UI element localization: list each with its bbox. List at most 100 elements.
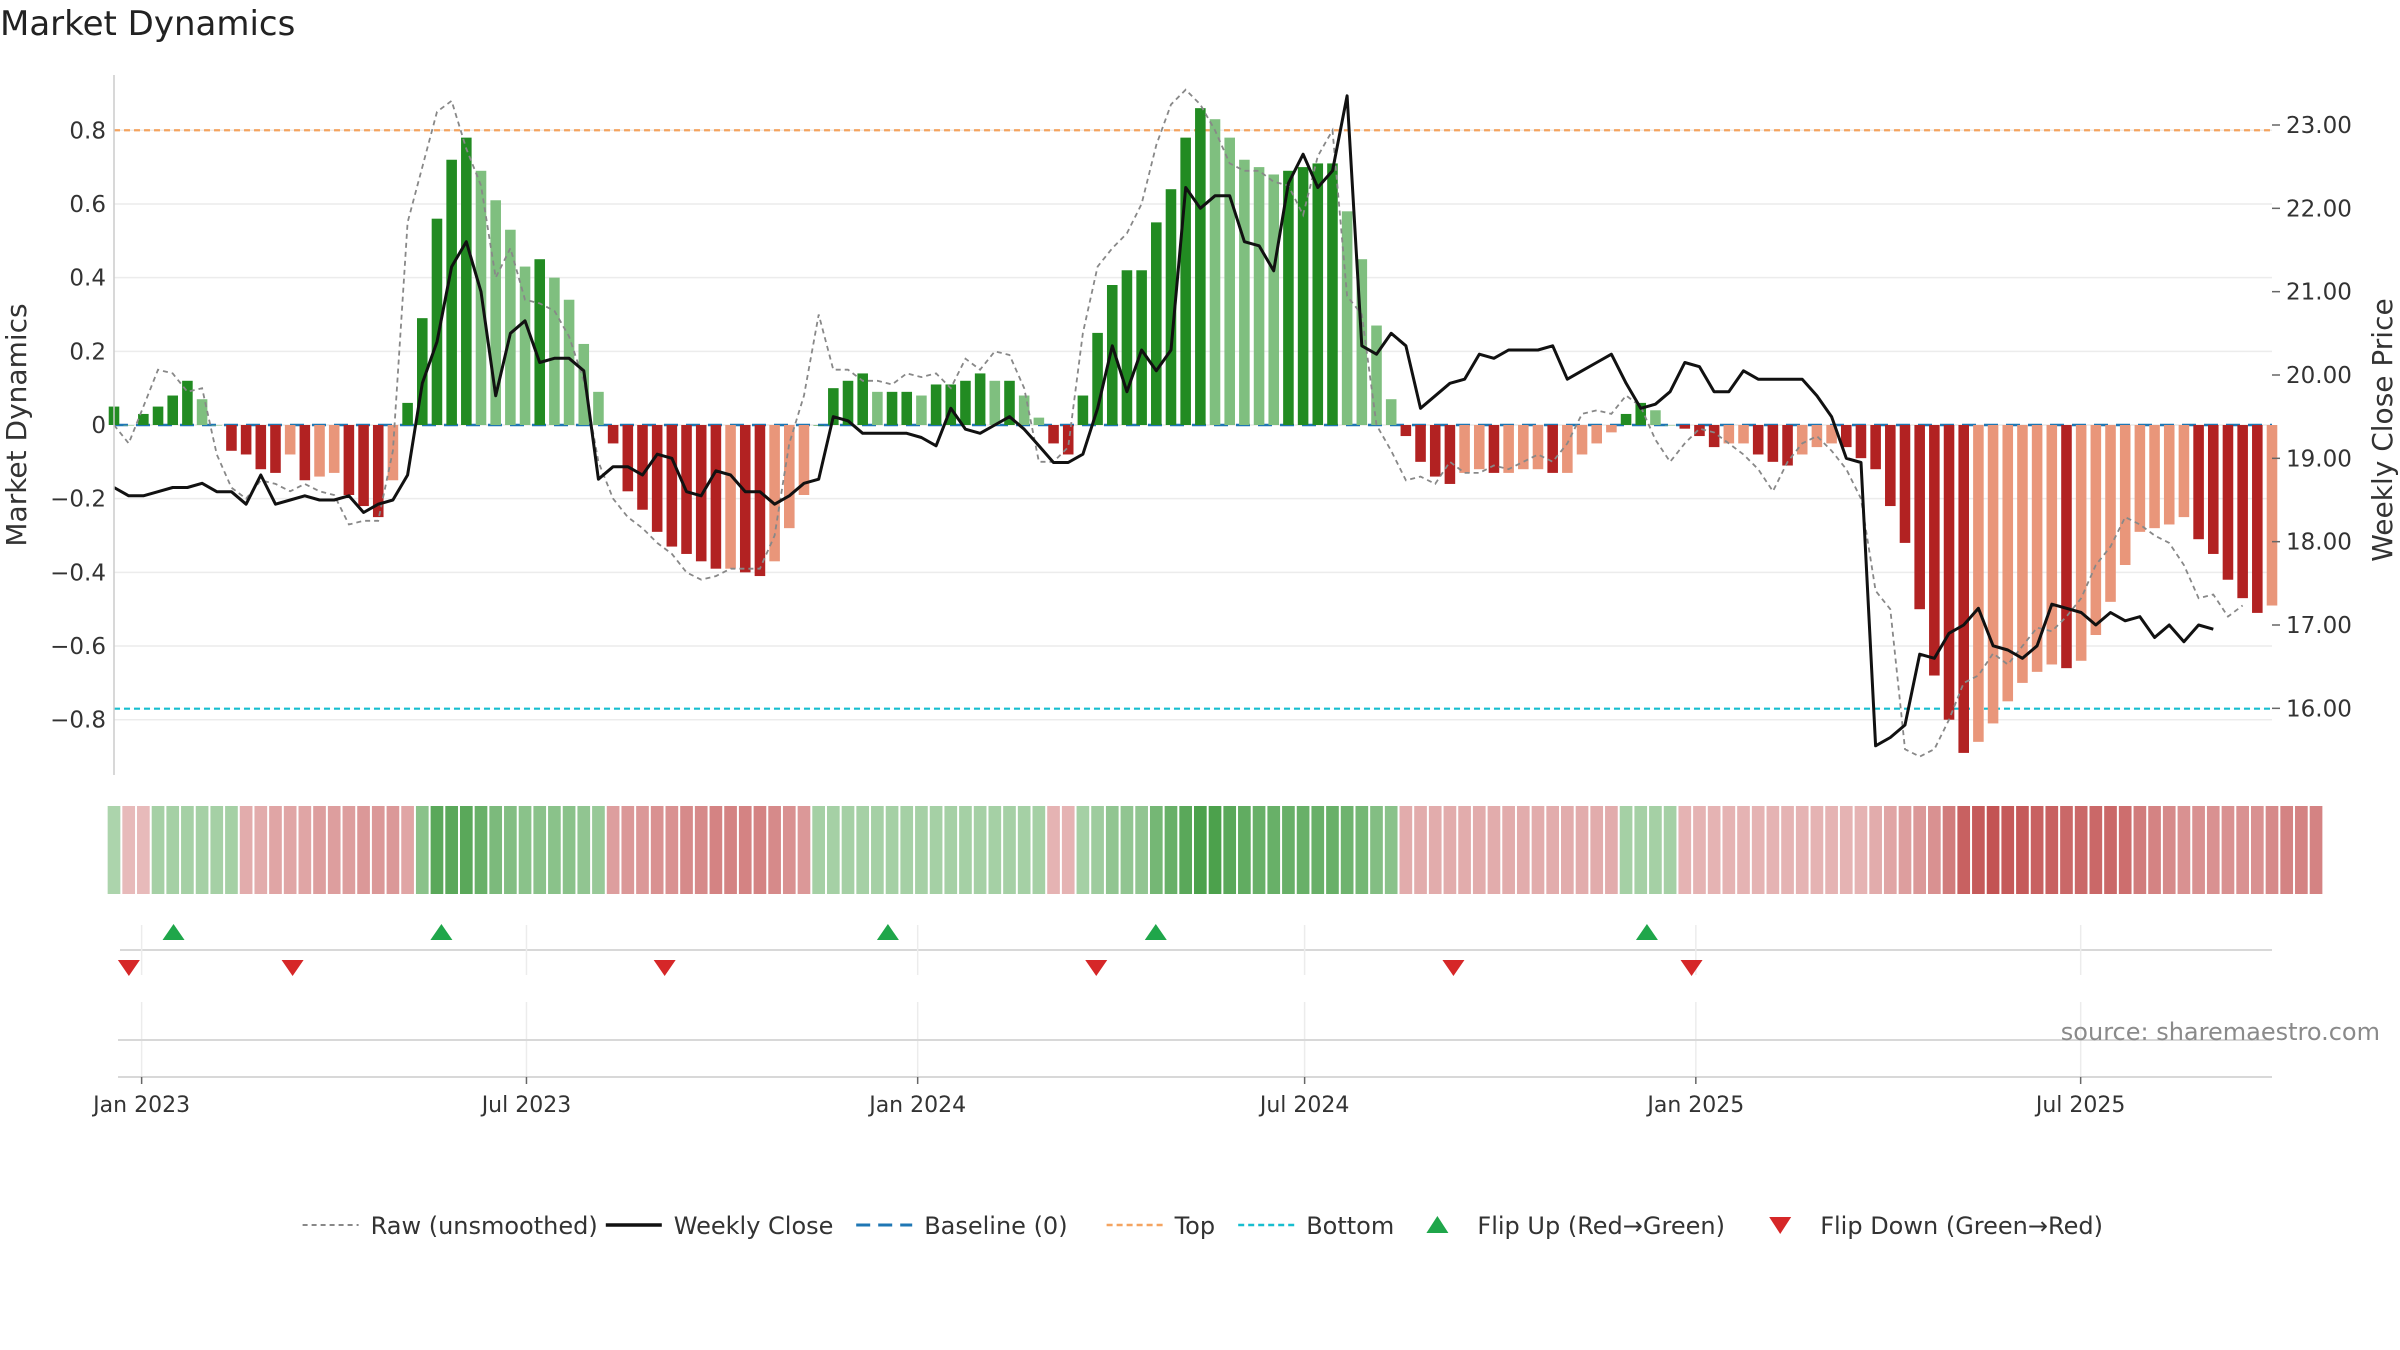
legend-label: Top bbox=[1174, 1212, 1216, 1240]
strip-cell bbox=[1326, 806, 1339, 894]
strip-cell bbox=[137, 806, 150, 894]
dynamics-bar bbox=[1209, 119, 1221, 426]
dynamics-bar bbox=[1562, 425, 1573, 473]
left-axis-label: Market Dynamics bbox=[0, 303, 33, 546]
strip-cell bbox=[1707, 806, 1721, 894]
x-tick-label: Jan 2025 bbox=[1645, 1093, 1744, 1118]
dynamics-bar bbox=[314, 425, 325, 477]
dynamics-bar bbox=[578, 343, 590, 425]
strip-cell bbox=[1076, 806, 1090, 894]
strip-cell bbox=[1003, 806, 1016, 894]
flip-down-marker bbox=[653, 960, 676, 976]
dynamics-bar bbox=[2178, 425, 2190, 518]
dynamics-bar bbox=[182, 380, 193, 425]
strip-cell bbox=[1105, 806, 1119, 894]
legend-label: Bottom bbox=[1306, 1212, 1394, 1240]
chart-title: Market Dynamics bbox=[0, 4, 296, 44]
strip-cell bbox=[459, 806, 473, 894]
dynamics-bar bbox=[1708, 425, 1720, 448]
strip-cell bbox=[415, 806, 429, 894]
flip-down-marker bbox=[117, 960, 140, 976]
strip-cell bbox=[929, 806, 943, 894]
axes: 0.8 0.6 0.4 0.2 0 −0.2 −0.4 −0.6 −0.8 Market Dyna… bbox=[0, 75, 2399, 775]
right-tick-label: 19.00 bbox=[2286, 446, 2352, 472]
strip-cell bbox=[562, 806, 576, 894]
right-tick-label: 17.00 bbox=[2286, 613, 2352, 639]
dynamics-bar bbox=[1327, 163, 1338, 425]
flip-up-marker bbox=[876, 924, 899, 940]
strip-cell bbox=[1634, 806, 1648, 894]
raw-series-line bbox=[113, 88, 2244, 758]
strip-cell bbox=[313, 806, 326, 894]
strip-cell bbox=[1722, 806, 1736, 894]
dynamics-bar bbox=[1811, 425, 1823, 448]
dynamics-bar bbox=[123, 425, 134, 426]
strip-cell bbox=[1179, 806, 1192, 894]
strip-cell bbox=[548, 806, 561, 894]
strip-cell bbox=[342, 806, 356, 894]
dynamics-bar bbox=[1929, 425, 1940, 676]
strip-cell bbox=[724, 806, 737, 894]
strip-cell bbox=[1854, 806, 1868, 894]
strip-cell bbox=[239, 806, 253, 894]
flip-down-marker bbox=[1085, 960, 1108, 976]
strip-cell bbox=[650, 806, 664, 894]
dynamics-bar bbox=[211, 425, 223, 426]
dynamics-bar bbox=[1121, 270, 1133, 425]
source-label: source: sharemaestro.com bbox=[2061, 1018, 2380, 1046]
strip-cell bbox=[1458, 806, 1471, 894]
dynamics-bar bbox=[1723, 425, 1735, 444]
flip-up-marker bbox=[162, 924, 185, 940]
dynamics-bar bbox=[2193, 425, 2204, 540]
legend-label: Baseline (0) bbox=[924, 1212, 1067, 1240]
dynamics-bar bbox=[1752, 425, 1764, 455]
dynamics-bar bbox=[2105, 425, 2116, 602]
right-tick-label: 16.00 bbox=[2286, 696, 2352, 722]
strip-cell bbox=[2280, 806, 2294, 894]
dynamics-bar bbox=[563, 299, 575, 425]
dynamics-bar bbox=[1606, 425, 1617, 433]
strip-cell bbox=[915, 806, 928, 894]
strip-cell bbox=[2309, 806, 2323, 894]
left-tick-label: −0.4 bbox=[50, 560, 106, 586]
dynamics-bar bbox=[1488, 425, 1500, 473]
strip-cell bbox=[1678, 806, 1692, 894]
left-tick-label: −0.8 bbox=[50, 708, 106, 734]
legend-swatch-flip-down bbox=[1769, 1217, 1792, 1234]
strip-cell bbox=[1825, 806, 1838, 894]
dynamics-bar bbox=[328, 425, 340, 473]
dynamics-bar bbox=[1796, 425, 1808, 455]
dynamics-bar bbox=[431, 218, 443, 425]
strip-cell bbox=[357, 806, 370, 894]
strip-cell bbox=[225, 806, 238, 894]
strip-cell bbox=[298, 806, 312, 894]
dynamics-bar bbox=[1341, 211, 1353, 425]
strip-cell bbox=[1252, 806, 1266, 894]
strip-cell bbox=[1942, 806, 1956, 894]
strip-cell bbox=[1384, 806, 1398, 894]
dynamics-bar bbox=[960, 380, 971, 425]
dynamics-bar bbox=[739, 425, 751, 573]
dynamics-bar bbox=[2252, 425, 2263, 613]
strip-cell bbox=[826, 806, 840, 894]
flip-down-marker bbox=[1442, 960, 1465, 976]
strip-cell bbox=[1149, 806, 1163, 894]
dynamics-bar bbox=[152, 406, 164, 425]
left-tick-label: −0.6 bbox=[50, 634, 106, 660]
dynamics-bar bbox=[1224, 137, 1235, 425]
strip-cell bbox=[2104, 806, 2117, 894]
dynamics-bar bbox=[2090, 425, 2102, 635]
strip-cell bbox=[1311, 806, 1325, 894]
legend-label: Weekly Close bbox=[674, 1212, 834, 1240]
right-tick-label: 18.00 bbox=[2286, 530, 2352, 556]
dynamics-bar bbox=[519, 266, 531, 425]
dynamics-bar bbox=[1973, 425, 1984, 742]
strip-cell bbox=[2001, 806, 2015, 894]
dynamics-bar bbox=[1679, 425, 1691, 429]
strip-cell bbox=[1428, 806, 1442, 894]
strip-cell bbox=[166, 806, 180, 894]
strip-cell bbox=[1546, 806, 1560, 894]
dynamics-bar bbox=[1958, 425, 1969, 753]
strip-cell bbox=[1399, 806, 1413, 894]
dynamics-bar bbox=[593, 391, 604, 425]
